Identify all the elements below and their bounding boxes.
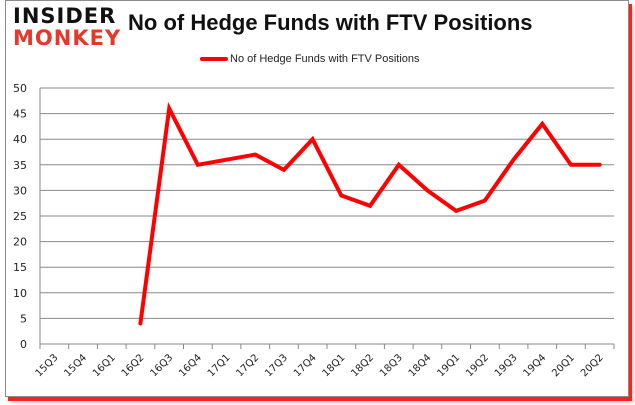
y-tick-label: 0	[20, 338, 27, 351]
x-tick-label: 15Q3	[34, 352, 61, 379]
x-tick-label: 17Q2	[235, 352, 262, 379]
x-tick-label: 16Q1	[91, 352, 118, 379]
y-tick-label: 35	[13, 159, 27, 172]
x-tick-label: 19Q1	[435, 352, 462, 379]
y-tick-label: 20	[13, 236, 27, 249]
x-tick-label: 18Q2	[349, 352, 376, 379]
x-tick-label: 18Q1	[321, 352, 348, 379]
chart-legend: No of Hedge Funds with FTV Positions	[200, 53, 420, 65]
legend-line-swatch-icon	[200, 57, 228, 61]
y-axis: 0 5 10 15 20 25 30 35 40 45 50	[13, 82, 41, 351]
y-tick-label: 40	[13, 133, 27, 146]
y-tick-label: 10	[13, 287, 27, 300]
y-tick-label: 25	[13, 210, 27, 223]
x-tick-label: 20Q1	[550, 352, 577, 379]
insider-monkey-logo: INSIDER MONKEY	[13, 4, 122, 50]
x-axis: 15Q3 15Q4 16Q1 16Q2 16Q3 16Q4 17Q1 17Q2 17Q3 17Q4…	[34, 344, 615, 379]
x-tick-label: 16Q3	[148, 352, 175, 379]
x-tick-label: 15Q4	[62, 352, 89, 379]
y-tick-label: 45	[13, 108, 27, 121]
x-tick-label: 16Q4	[177, 352, 204, 379]
logo-text-insider: INSIDER	[13, 4, 117, 28]
x-tick-label: 18Q4	[407, 352, 434, 379]
data-series-line	[138, 101, 602, 326]
legend-label: No of Hedge Funds with FTV Positions	[230, 53, 420, 65]
y-tick-label: 30	[13, 184, 27, 197]
x-tick-label: 19Q4	[522, 352, 549, 379]
x-tick-label: 16Q2	[120, 352, 147, 379]
x-tick-label: 17Q1	[206, 352, 233, 379]
chart-title: No of Hedge Funds with FTV Positions	[128, 10, 533, 35]
gridlines	[40, 87, 614, 345]
x-tick-label: 18Q3	[378, 352, 405, 379]
logo-text-monkey: MONKEY	[13, 26, 122, 50]
x-tick-label: 19Q3	[493, 352, 520, 379]
x-tick-label: 19Q2	[464, 352, 491, 379]
series-line	[138, 101, 602, 326]
y-tick-label: 15	[13, 261, 27, 274]
chart-frame	[5, 0, 629, 397]
x-tick-label: 17Q3	[263, 352, 290, 379]
y-tick-label: 5	[20, 312, 27, 325]
x-tick-label: 17Q4	[292, 352, 319, 379]
x-tick-label: 20Q2	[579, 352, 606, 379]
y-tick-label: 50	[13, 82, 27, 95]
